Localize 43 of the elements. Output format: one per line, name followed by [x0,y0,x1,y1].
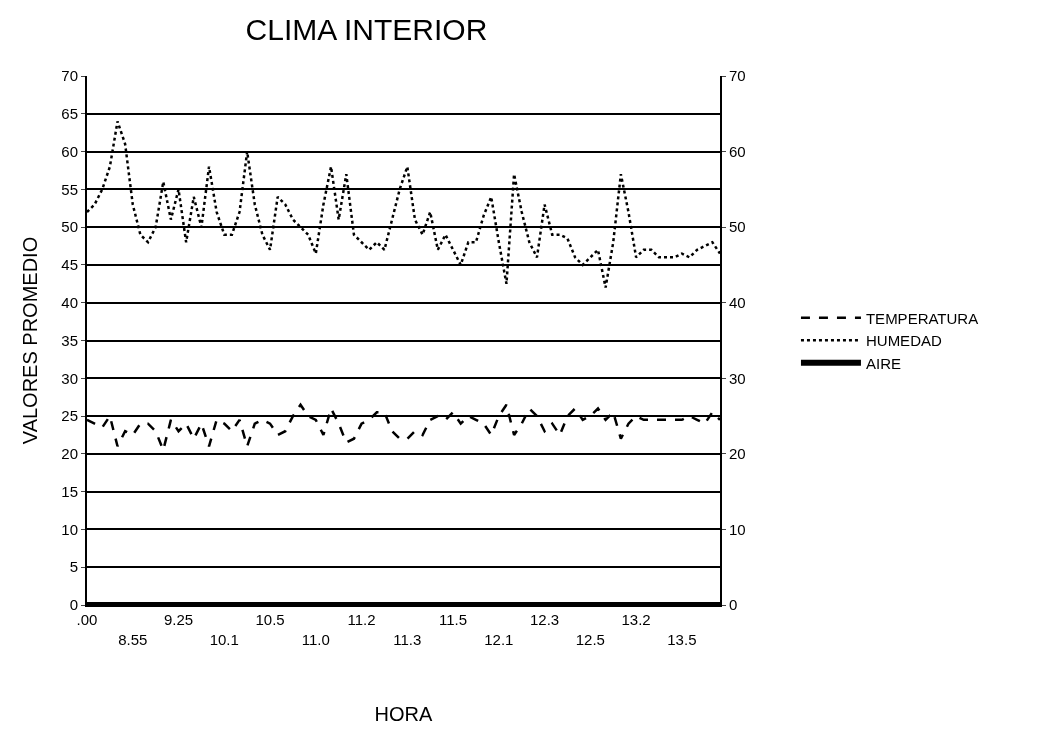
x-tick-label: 11.5 [439,611,468,628]
y2-tick-label: 30 [729,369,746,387]
legend-label: HUMEDAD [865,332,942,350]
y-tick-label: 20 [61,445,78,463]
x-tick-label: 10.1 [209,630,239,648]
y2-tick-label: 10 [729,520,746,538]
y-tick-label: 10 [61,520,78,538]
y-tick-label: 0 [69,596,78,614]
y-tick-label: 30 [61,369,78,387]
x-tick-label: 11.0 [301,630,330,648]
legend-label: TEMPERATURA [865,309,979,327]
y-tick-label: 65 [61,105,78,123]
y-tick-label: 15 [61,482,78,500]
x-tick-label: 13.2 [621,611,651,628]
y2-tick-label: 40 [729,293,746,311]
x-tick-label: .00 [76,611,98,628]
y2-tick-label: 70 [729,67,746,85]
y-tick-label: 50 [61,218,78,236]
x-tick-label: 13.5 [667,630,697,648]
x-tick-label: 9.25 [163,611,194,628]
x-tick-label: 12.1 [484,630,514,648]
x-axis-title: HORA [374,702,434,725]
x-tick-label: 12.5 [575,630,605,648]
y-tick-label: 55 [61,180,78,198]
y-tick-label: 70 [61,67,78,85]
x-tick-label: 12.3 [529,611,560,628]
x-tick-label: 8.55 [118,630,148,648]
y-tick-label: 5 [69,558,78,576]
y-axis-title: VALORES PROMEDIO [19,236,42,445]
y2-tick-label: 60 [729,142,746,160]
y-tick-label: 35 [61,331,78,349]
y-tick-label: 40 [61,293,78,311]
y2-tick-label: 20 [729,445,746,463]
x-tick-label: 11.2 [347,611,376,628]
x-tick-label: 11.3 [393,630,422,648]
y-tick-label: 25 [61,407,78,425]
y-tick-label: 60 [61,142,78,160]
y-tick-label: 45 [61,256,78,274]
y2-tick-label: 0 [729,596,738,614]
x-tick-label: 10.5 [255,611,285,628]
y2-tick-label: 50 [729,218,746,236]
legend-label: AIRE [865,354,901,372]
chart-title: CLIMA INTERIOR [245,12,488,46]
